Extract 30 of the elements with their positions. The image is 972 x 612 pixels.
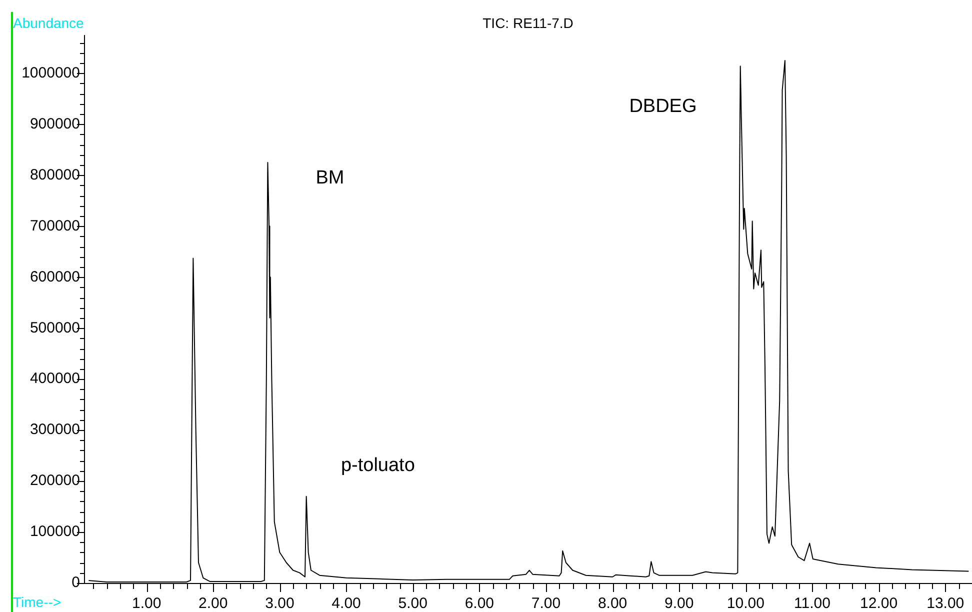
- y-tick-label: 300000: [30, 421, 80, 438]
- chart-title: TIC: RE11-7.D: [482, 14, 574, 31]
- x-tick-label: 5.00: [398, 595, 428, 612]
- x-axis-title: Time-->: [13, 594, 62, 610]
- x-tick-label: 2.00: [198, 595, 228, 612]
- x-tick-label: 13.00: [926, 595, 964, 612]
- x-tick-label: 12.00: [860, 595, 898, 612]
- y-tick-label: 900000: [30, 115, 80, 132]
- y-tick-label: 400000: [30, 370, 80, 388]
- y-tick-label: 700000: [30, 217, 80, 234]
- x-tick-label: 8.00: [598, 595, 628, 612]
- y-tick-label: 600000: [30, 268, 80, 286]
- x-tick-label: 9.00: [664, 595, 694, 612]
- x-tick-label: 6.00: [464, 595, 494, 612]
- x-tick-label: 10.00: [726, 595, 764, 612]
- x-tick-label: 11.00: [794, 595, 830, 612]
- y-tick-label: 200000: [30, 472, 80, 490]
- x-tick-label: 3.00: [265, 595, 294, 612]
- x-tick-label: 7.00: [531, 595, 561, 612]
- y-tick-label: 0: [72, 574, 80, 592]
- annotation: BM: [316, 167, 344, 188]
- x-tick-label: 4.00: [332, 595, 361, 612]
- annotation: DBDEG: [629, 96, 697, 118]
- y-tick-label: 100000: [30, 523, 80, 540]
- annotation: p-toluato: [340, 454, 415, 476]
- y-tick-label: 500000: [30, 319, 80, 336]
- y-axis-title: Abundance: [13, 14, 84, 31]
- y-tick-label: 1000000: [22, 64, 80, 82]
- x-tick-label: 1.00: [132, 595, 162, 612]
- y-tick-label: 800000: [30, 166, 80, 184]
